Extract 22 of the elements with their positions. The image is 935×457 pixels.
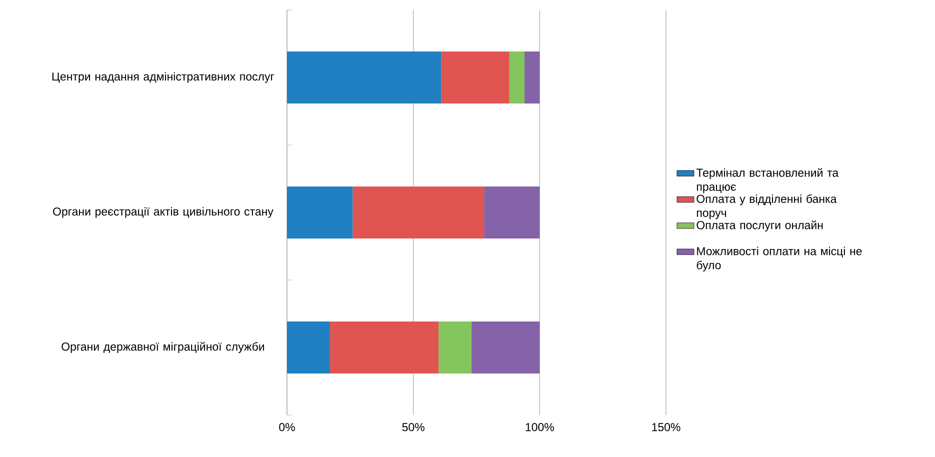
x-tick-label: 100%: [526, 423, 554, 432]
y-tick-label: Органи державної міграційної служби: [62, 342, 264, 353]
bar: [484, 186, 540, 239]
bar: [287, 322, 330, 374]
bar: [287, 52, 442, 104]
bar: [524, 52, 540, 104]
legend-label: Термінал встановлений та працює: [696, 168, 839, 194]
x-tick-label: 0%: [279, 423, 295, 432]
legend-label: Оплата послуги онлайн: [696, 220, 823, 232]
x-tick-label: 150%: [652, 423, 680, 432]
bar: [441, 52, 510, 104]
bar: [352, 186, 484, 239]
legend-label: Можливості оплати на місці не було: [696, 246, 862, 272]
y-tick-label: Центри надання адміністративних послуг: [52, 72, 274, 83]
x-tick-label: 50%: [402, 423, 424, 432]
bar: [438, 322, 472, 374]
y-tick-label: Органи реєстрації актів цивільного стану: [53, 207, 274, 218]
bar: [287, 186, 353, 239]
bar: [509, 52, 525, 104]
bar: [330, 322, 439, 374]
bar: [471, 322, 540, 374]
legend-label: Оплата у відділенні банка поруч: [696, 194, 837, 220]
